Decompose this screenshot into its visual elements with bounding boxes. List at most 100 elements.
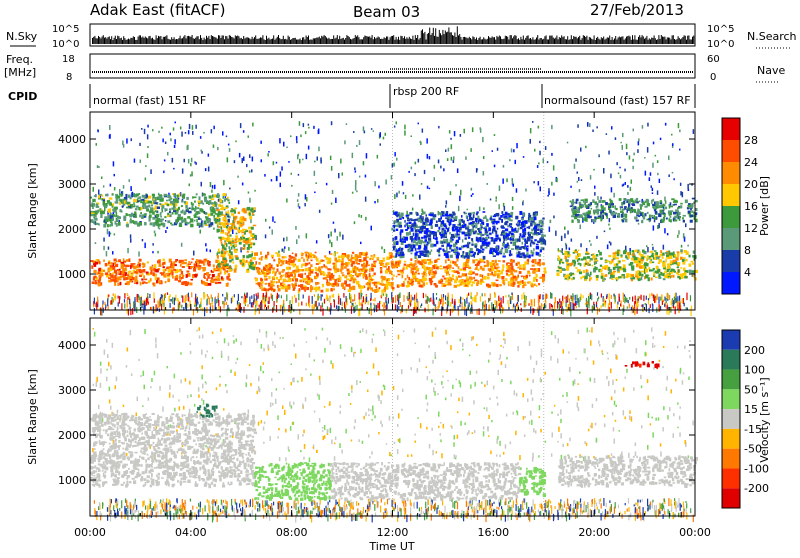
power-scale-tick: 8 <box>744 244 751 257</box>
nsky-bar <box>322 37 323 44</box>
nsky-bar <box>224 39 225 44</box>
nsky-bar <box>439 30 440 44</box>
nsky-bar <box>456 37 457 44</box>
nsky-bar <box>410 39 411 45</box>
nsky-bar <box>417 35 418 44</box>
nsky-bar <box>325 36 326 44</box>
date-title: 27/Feb/2013 <box>590 1 684 19</box>
nsky-bar <box>680 39 681 44</box>
nsky-bar <box>271 39 272 44</box>
nsky-bar <box>475 39 476 44</box>
nsky-bar <box>596 38 597 44</box>
nsky-bar <box>691 40 692 45</box>
nsky-bar <box>312 40 313 44</box>
nsky-bar <box>652 38 653 44</box>
nsky-bar <box>318 38 319 45</box>
nsky-bar <box>121 38 122 44</box>
nsky-bar <box>104 38 105 44</box>
velocity-colorbar-segment <box>722 449 740 469</box>
velocity-colorbar-segment <box>722 389 740 409</box>
nsky-bar <box>300 39 301 45</box>
nsky-bar <box>278 35 279 44</box>
nsky-bar <box>672 35 673 44</box>
nsky-bar <box>206 36 207 44</box>
nsky-bar <box>422 29 423 44</box>
nsky-bar <box>531 39 532 44</box>
nsky-bar <box>565 39 566 44</box>
nave-tick-bottom: 0 <box>710 72 716 83</box>
vel-ytick-label: 1000 <box>58 474 86 487</box>
nsky-bar <box>663 37 664 44</box>
nsky-bar <box>468 38 469 44</box>
nsky-bar <box>242 39 243 44</box>
nsky-bar <box>372 35 373 44</box>
velocity-colorbar-segment <box>722 350 740 370</box>
nsky-bar <box>116 39 117 44</box>
nsky-bar <box>578 37 579 44</box>
nsky-bar <box>195 38 196 44</box>
nsky-bar <box>508 39 509 44</box>
nsky-bar <box>471 39 472 44</box>
nsky-bar <box>188 36 189 44</box>
nsky-bar <box>414 40 415 44</box>
nsky-bar <box>553 38 554 44</box>
nave-label: Nave <box>757 64 785 77</box>
nsky-bar <box>634 35 635 44</box>
nsky-bar <box>487 39 488 44</box>
nsky-bar <box>265 40 266 44</box>
power-scale-tick: 12 <box>744 222 758 235</box>
nsky-bar <box>259 38 260 44</box>
nsky-bar <box>541 38 542 44</box>
nsky-bar <box>693 36 694 44</box>
nsky-bar <box>324 35 325 44</box>
nsky-bar <box>207 38 208 44</box>
nsky-bar <box>165 36 166 44</box>
nsky-bar <box>387 37 388 45</box>
velocity-scale-tick: 200 <box>744 344 765 357</box>
power-colorbar-segment <box>722 140 740 162</box>
nsky-bar <box>432 33 433 44</box>
nsky-bar <box>516 36 517 44</box>
nsky-bar <box>478 38 479 44</box>
nsky-bar <box>105 37 106 44</box>
nsky-bar <box>219 36 220 45</box>
nsky-bar <box>513 36 514 44</box>
nsky-bar <box>225 36 226 44</box>
nsky-bar <box>604 40 605 45</box>
nsky-bar <box>458 35 459 44</box>
nsky-bar <box>349 37 350 44</box>
nsky-bar <box>406 37 407 44</box>
nsky-bar <box>111 36 112 44</box>
nsky-bar <box>685 36 686 44</box>
nsky-bar <box>396 37 397 44</box>
nsky-bar <box>585 37 586 44</box>
nsky-bar <box>279 38 280 44</box>
velocity-scale-tick: 100 <box>744 364 765 377</box>
nsky-bar <box>435 28 436 44</box>
nsky-bar <box>658 35 659 44</box>
nsky-bar <box>562 37 563 44</box>
nsky-bar <box>213 37 214 44</box>
nsky-bar <box>386 37 387 45</box>
nsky-bar <box>178 38 179 44</box>
nsky-bar <box>526 36 527 44</box>
nsky-bar <box>398 37 399 44</box>
nsky-bar <box>466 38 467 44</box>
nsky-bar <box>642 35 643 44</box>
power-ytick-label: 1000 <box>58 268 86 281</box>
power-ytick-label: 3000 <box>58 178 86 191</box>
nsky-bar <box>650 39 651 44</box>
nsky-bar <box>93 37 94 44</box>
nsky-bar <box>670 39 671 44</box>
nsky-bar <box>684 35 685 44</box>
nsky-bar <box>675 40 676 44</box>
power-colorbar-segment <box>722 206 740 228</box>
nsky-bar <box>247 37 248 44</box>
nsky-bar <box>169 39 170 44</box>
nsky-bar <box>522 39 523 44</box>
nsky-bar <box>440 33 441 44</box>
velocity-colorbar-segment <box>722 488 740 508</box>
nsky-bar <box>598 39 599 44</box>
nsky-bar <box>200 35 201 44</box>
nsky-bar <box>156 35 157 44</box>
